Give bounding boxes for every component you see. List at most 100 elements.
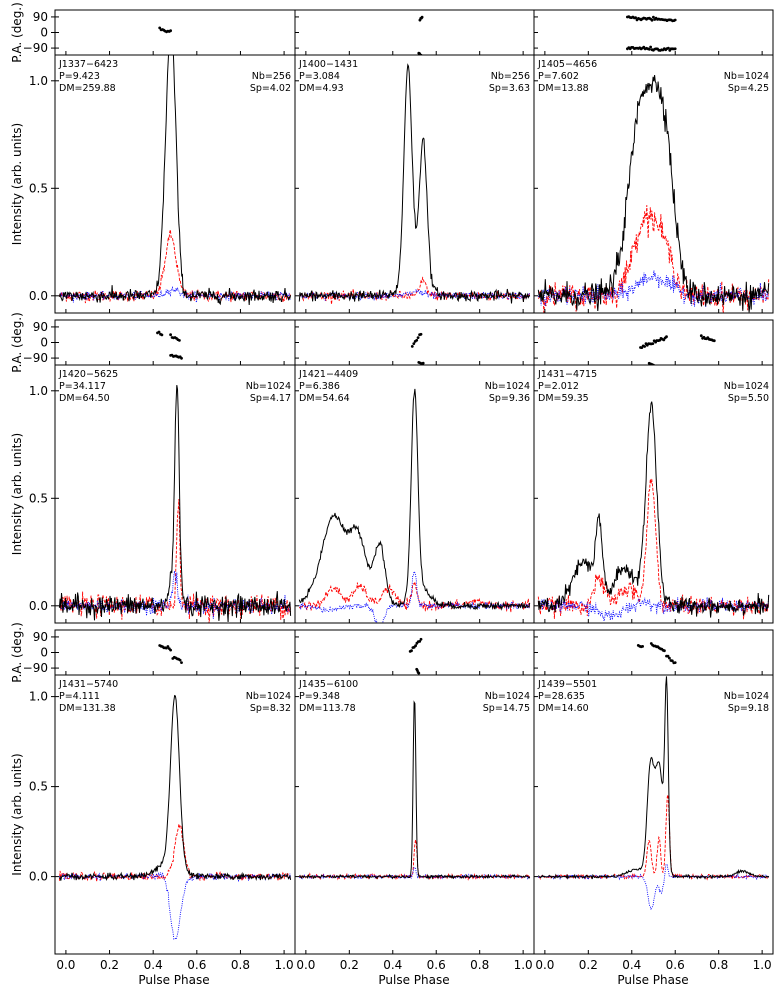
pa-points bbox=[156, 330, 183, 360]
pa-points bbox=[639, 334, 716, 365]
pa-point bbox=[180, 356, 183, 360]
x-tick-label: 0.4 bbox=[144, 958, 163, 972]
profile-lines bbox=[298, 388, 531, 623]
nb-label: Nb=1024 bbox=[485, 691, 530, 702]
pa-point bbox=[668, 656, 671, 660]
circular-intensity-line bbox=[537, 270, 769, 307]
x-axis-label-col-3: Pulse Phase bbox=[617, 973, 688, 987]
total-intensity-line bbox=[58, 55, 292, 306]
pa-axes-frame bbox=[294, 9, 535, 56]
x-tick-label: 0.6 bbox=[187, 958, 206, 972]
x-tick-label: 0.2 bbox=[100, 958, 119, 972]
y-axis-label: Intensity (arb. units) bbox=[10, 753, 24, 875]
linear-intensity-line bbox=[538, 794, 770, 881]
period-label: P=6.386 bbox=[299, 381, 340, 392]
y-tick-label: 1.0 bbox=[29, 690, 48, 704]
pa-points bbox=[158, 26, 173, 34]
x-tick-label: 0.8 bbox=[231, 958, 250, 972]
pa-point bbox=[157, 330, 161, 334]
x-tick-label: 0.8 bbox=[470, 958, 489, 972]
pa-y-tick-label: 0 bbox=[40, 336, 48, 350]
period-label: P=28.635 bbox=[538, 691, 585, 702]
profile-lines bbox=[58, 385, 292, 623]
pa-points bbox=[408, 637, 423, 675]
intensity-axes-frame bbox=[294, 674, 535, 955]
total-intensity-line bbox=[58, 694, 292, 882]
pa-axes-frame bbox=[533, 629, 774, 676]
x-tick-label: 1.0 bbox=[753, 958, 772, 972]
pa-points bbox=[417, 15, 424, 55]
pa-point bbox=[641, 645, 644, 648]
pa-point bbox=[419, 332, 423, 336]
dm-label: DM=259.88 bbox=[59, 83, 116, 94]
nb-label: Nb=256 bbox=[252, 71, 291, 82]
pa-points bbox=[636, 642, 677, 665]
sp-label: Sp=4.25 bbox=[728, 83, 769, 94]
pa-point bbox=[673, 47, 677, 51]
panel-9: 0.0 0.2 0.4 0.6 0.8 1.0 J1439−5501P=28.635DM=1… bbox=[533, 629, 774, 972]
pa-point bbox=[160, 333, 164, 337]
period-label: P=34.117 bbox=[59, 381, 106, 392]
pa-point bbox=[650, 18, 654, 22]
dm-label: DM=131.38 bbox=[59, 703, 116, 714]
profile-lines bbox=[537, 75, 770, 313]
total-intensity-line bbox=[58, 385, 292, 623]
pa-point bbox=[652, 15, 655, 19]
pa-point bbox=[665, 335, 668, 339]
pa-point bbox=[412, 342, 416, 345]
axis-labels: Pulse Phase Pulse Phase Pulse Phase bbox=[138, 973, 688, 987]
y-tick-label: 0.0 bbox=[29, 599, 48, 613]
nb-label: Nb=1024 bbox=[485, 381, 530, 392]
pa-axis-label: P.A. (deg.) bbox=[10, 312, 24, 373]
circular-intensity-line bbox=[299, 288, 531, 302]
x-tick-label: 0.2 bbox=[579, 958, 598, 972]
intensity-axes-frame bbox=[533, 364, 774, 624]
intensity-axes-frame bbox=[533, 54, 774, 314]
pa-axes-frame bbox=[54, 629, 296, 676]
y-tick-label: 0.0 bbox=[29, 289, 48, 303]
pa-point bbox=[178, 339, 181, 342]
dm-label: DM=14.60 bbox=[538, 703, 589, 714]
pa-point bbox=[420, 15, 424, 19]
circular-intensity-line bbox=[59, 871, 292, 941]
pulsar-name-label: J1421−4409 bbox=[298, 369, 358, 380]
x-tick-label: 0.8 bbox=[709, 958, 728, 972]
total-intensity-line bbox=[298, 388, 531, 611]
pulsar-name-label: J1400−1431 bbox=[298, 59, 358, 70]
pa-point bbox=[410, 345, 414, 348]
total-intensity-line bbox=[537, 75, 770, 313]
pa-point bbox=[418, 640, 422, 643]
profile-lines bbox=[58, 55, 292, 306]
linear-intensity-line bbox=[59, 498, 292, 623]
dm-label: DM=54.64 bbox=[299, 393, 350, 404]
pa-point bbox=[699, 334, 703, 338]
dm-label: DM=113.78 bbox=[299, 703, 356, 714]
profile-lines bbox=[537, 401, 770, 622]
pa-point bbox=[673, 661, 677, 664]
pa-point bbox=[169, 648, 173, 652]
pa-point bbox=[180, 661, 183, 664]
sp-label: Sp=5.50 bbox=[728, 393, 769, 404]
x-axis-label-col-2: Pulse Phase bbox=[378, 973, 449, 987]
circular-intensity-line bbox=[537, 863, 770, 911]
y-tick-label: 0.5 bbox=[29, 181, 48, 195]
x-tick-label: 0.4 bbox=[383, 958, 402, 972]
nb-label: Nb=1024 bbox=[246, 381, 291, 392]
total-intensity-line bbox=[298, 700, 531, 880]
pa-point bbox=[647, 47, 651, 51]
sp-label: Sp=9.36 bbox=[489, 393, 530, 404]
linear-intensity-line bbox=[58, 823, 291, 882]
dm-label: DM=64.50 bbox=[59, 393, 110, 404]
dm-label: DM=59.35 bbox=[538, 393, 589, 404]
pa-y-tick-label: 90 bbox=[33, 10, 48, 24]
x-tick-label: 1.0 bbox=[275, 958, 294, 972]
x-tick-label: 0.6 bbox=[427, 958, 446, 972]
nb-label: Nb=256 bbox=[491, 71, 530, 82]
pa-y-tick-label: −90 bbox=[23, 41, 48, 55]
pa-points bbox=[158, 644, 183, 664]
pa-y-tick-label: 90 bbox=[33, 630, 48, 644]
y-tick-label: 1.0 bbox=[29, 74, 48, 88]
